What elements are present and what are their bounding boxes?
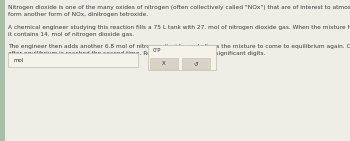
FancyBboxPatch shape [8, 53, 138, 67]
Text: mol: mol [14, 58, 24, 62]
Text: X: X [162, 61, 166, 66]
FancyBboxPatch shape [182, 58, 210, 69]
FancyBboxPatch shape [150, 58, 178, 69]
Text: The engineer then adds another 6.8 mol of nitrogen dioxide, and allows the mixtu: The engineer then adds another 6.8 mol o… [8, 44, 350, 56]
Text: Nitrogen dioxide is one of the many oxides of nitrogen (often collectively calle: Nitrogen dioxide is one of the many oxid… [8, 5, 350, 17]
Text: A chemical engineer studying this reaction fills a 75 L tank with 27. mol of nit: A chemical engineer studying this reacti… [8, 25, 350, 37]
Text: 0’P: 0’P [153, 48, 161, 53]
Text: ↺: ↺ [194, 61, 198, 66]
FancyBboxPatch shape [148, 45, 216, 70]
FancyBboxPatch shape [0, 0, 5, 141]
